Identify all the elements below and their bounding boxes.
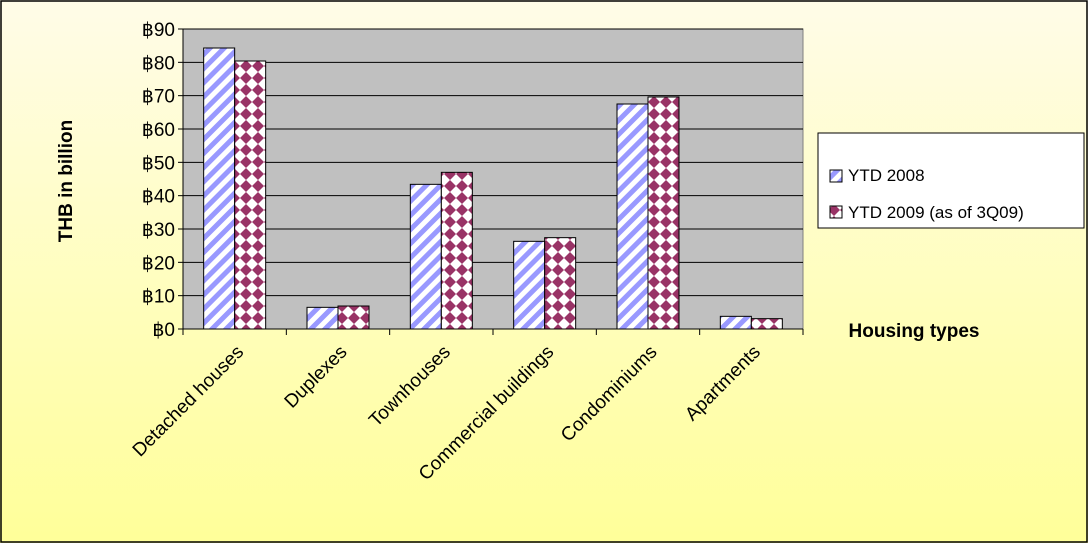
bar-ytd-2009-1	[337, 305, 370, 330]
plot-area	[182, 28, 804, 330]
axes	[182, 29, 804, 335]
y-tick-label: ฿80	[142, 53, 175, 74]
x-axis-label: Housing types	[849, 321, 980, 342]
legend-label-ytd-2008: YTD 2008	[848, 166, 925, 185]
y-tick-label: ฿10	[142, 287, 175, 308]
y-tick-label: ฿70	[142, 87, 175, 108]
legend-label-ytd-2009: YTD 2009 (as of 3Q09)	[848, 203, 1024, 222]
bar-ytd-2009-3	[544, 237, 577, 330]
bar-ytd-2008-3	[513, 240, 546, 330]
bar-ytd-2008-0	[203, 47, 236, 330]
y-tick-label: ฿30	[142, 220, 175, 241]
y-tick-label: ฿90	[142, 20, 175, 41]
bar-ytd-2008-1	[306, 306, 339, 330]
bar-ytd-2009-5	[750, 318, 783, 330]
y-tick-label: ฿50	[142, 153, 175, 174]
y-axis-tick-labels: ฿0 ฿10 ฿20 ฿30 ฿40 ฿50 ฿60 ฿70 ฿80 ฿90	[142, 20, 175, 341]
bar-ytd-2009-4	[647, 96, 680, 330]
legend: YTD 2008 YTD 2009 (as of 3Q09)	[817, 132, 1085, 229]
bars	[203, 47, 783, 330]
y-tick-label: ฿40	[142, 187, 175, 208]
y-tick-label: ฿0	[152, 320, 175, 341]
bar-ytd-2008-2	[409, 183, 442, 330]
legend-box	[817, 132, 1085, 229]
bar-ytd-2008-5	[719, 315, 752, 330]
y-tick-label: ฿60	[142, 120, 175, 141]
bar-ytd-2009-0	[234, 60, 267, 330]
legend-swatch-ytd-2009	[829, 205, 843, 219]
legend-swatch-ytd-2008	[829, 169, 843, 183]
y-tick-label: ฿20	[142, 253, 175, 274]
bar-ytd-2009-2	[440, 171, 473, 330]
gridlines	[178, 28, 803, 330]
y-axis-label: THB in billion	[56, 120, 77, 242]
bar-ytd-2008-4	[616, 103, 649, 330]
